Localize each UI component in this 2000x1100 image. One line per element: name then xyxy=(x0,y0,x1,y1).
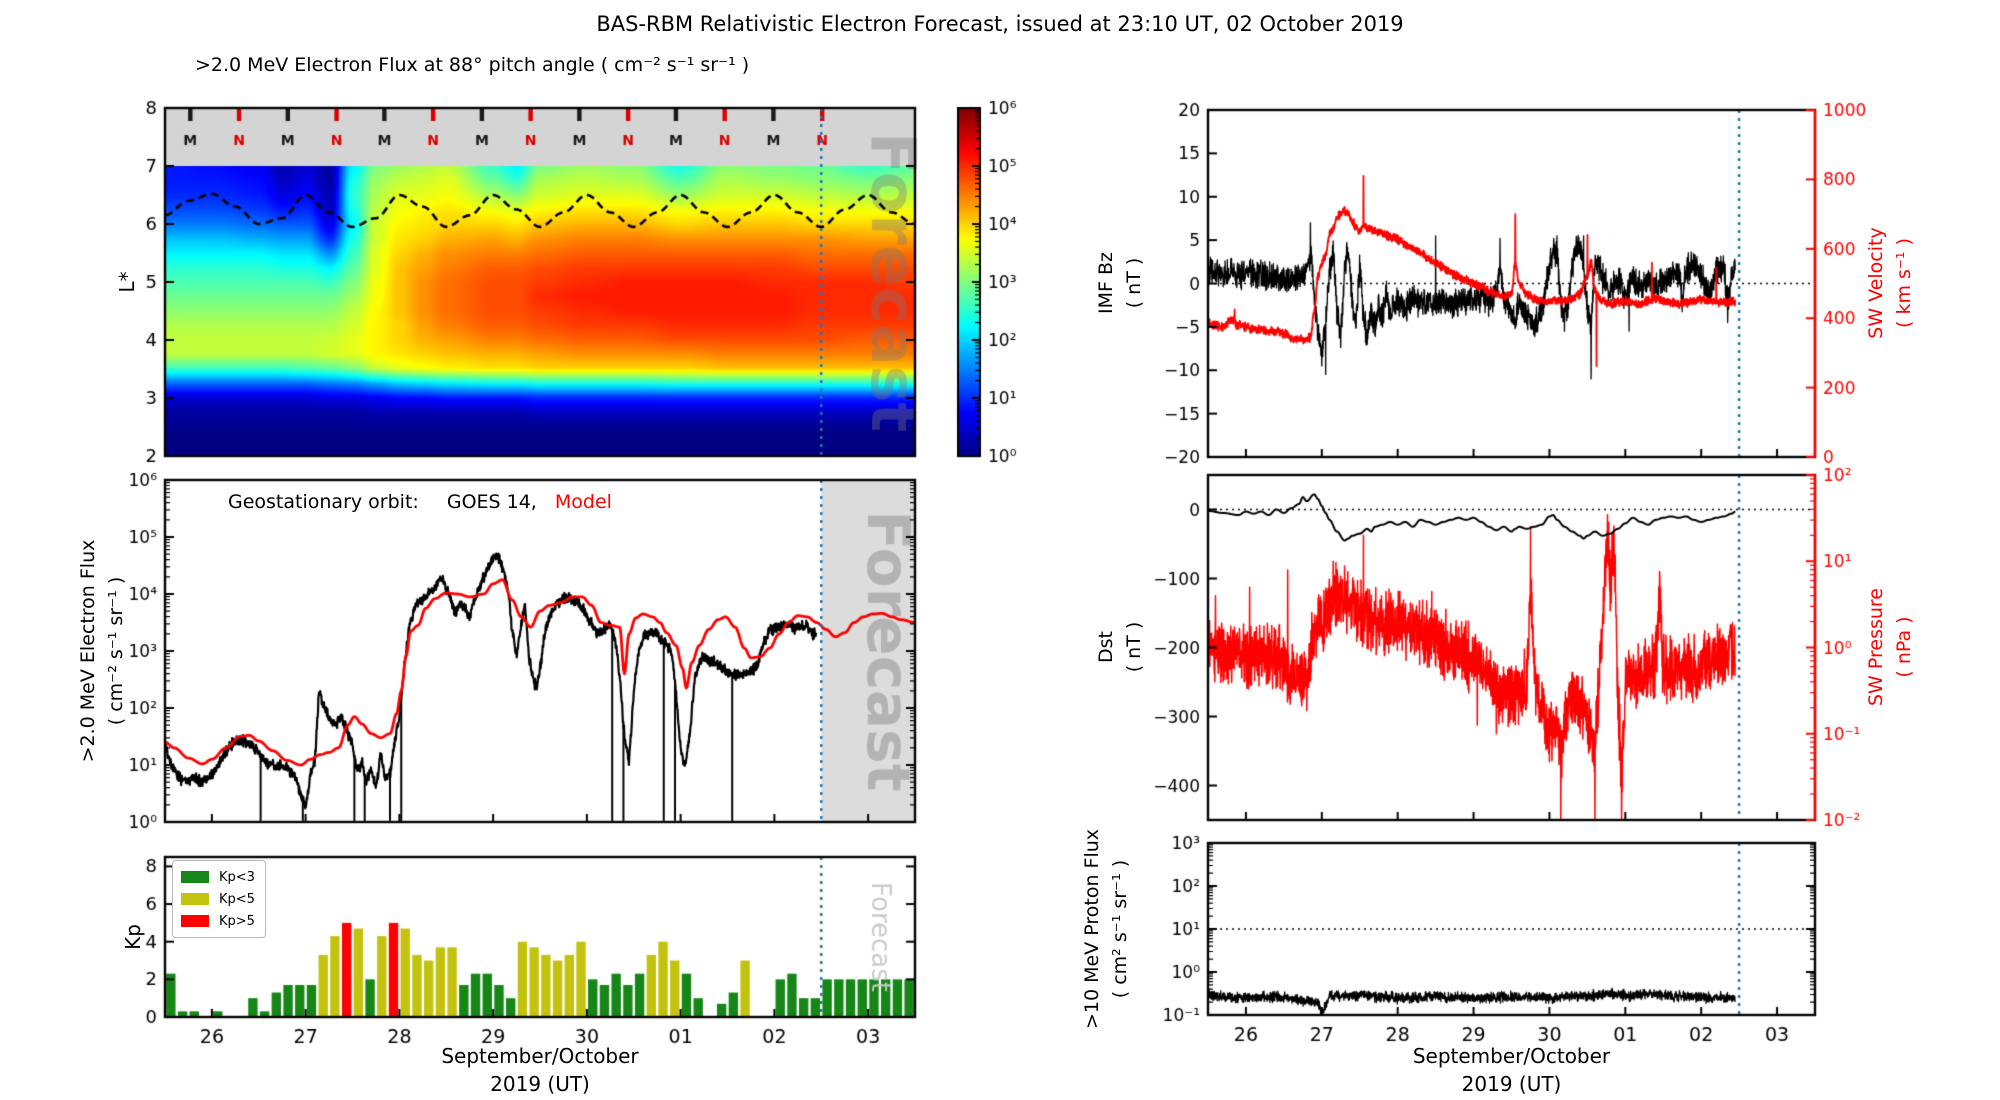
pressure-ylabel-line1: SW Pressure xyxy=(1865,587,1887,707)
kp-high-swatch xyxy=(181,915,209,927)
dst-ylabel-line1: Dst xyxy=(1095,631,1117,663)
left-xlabel-line2: 2019 (UT) xyxy=(490,1072,590,1096)
flux-legend-prefix: Geostationary orbit: xyxy=(228,491,419,513)
figure-title: BAS-RBM Relativistic Electron Forecast, … xyxy=(596,12,1404,36)
dst-ylabel-line2: ( nT ) xyxy=(1123,621,1145,673)
left-xlabel-line1: September/October xyxy=(441,1044,639,1068)
heatmap-ylabel: L* xyxy=(115,271,139,293)
right-xlabel-line1: September/October xyxy=(1412,1044,1611,1068)
heatmap-title: >2.0 MeV Electron Flux at 88° pitch angl… xyxy=(195,54,750,76)
kp-high-label: Kp>5 xyxy=(219,913,255,929)
flux-legend: Geostationary orbit: GOES 14, Model xyxy=(228,491,612,513)
flux-ylabel-line1: >2.0 MeV Electron Flux xyxy=(77,539,99,763)
kp-ylabel: Kp xyxy=(121,924,145,950)
velocity-ylabel-line2: ( km s⁻¹ ) xyxy=(1893,238,1915,328)
flux-ylabel-line2: ( cm⁻² s⁻¹ sr⁻¹ ) xyxy=(105,576,127,726)
kp-legend-item-mid: Kp<5 xyxy=(181,888,255,910)
proton-ylabel-line2: ( cm² s⁻¹ sr⁻¹ ) xyxy=(1109,859,1131,999)
kp-legend-item-low: Kp<3 xyxy=(181,866,255,888)
kp-legend-item-high: Kp>5 xyxy=(181,910,255,932)
kp-low-swatch xyxy=(181,871,209,883)
kp-mid-swatch xyxy=(181,893,209,905)
proton-ylabel-line1: >10 MeV Proton Flux xyxy=(1081,828,1103,1030)
velocity-ylabel-line1: SW Velocity xyxy=(1865,227,1887,339)
pressure-ylabel-line2: ( nPa ) xyxy=(1893,616,1915,678)
bz-ylabel-line1: IMF Bz xyxy=(1095,252,1117,314)
kp-legend: Kp<3 Kp<5 Kp>5 xyxy=(172,860,266,938)
flux-legend-observed: GOES 14, xyxy=(446,491,537,513)
flux-legend-model: Model xyxy=(554,491,612,513)
kp-low-label: Kp<3 xyxy=(219,869,255,885)
kp-mid-label: Kp<5 xyxy=(219,891,255,907)
right-xlabel-line2: 2019 (UT) xyxy=(1461,1072,1562,1096)
bz-ylabel-line2: ( nT ) xyxy=(1123,257,1145,309)
